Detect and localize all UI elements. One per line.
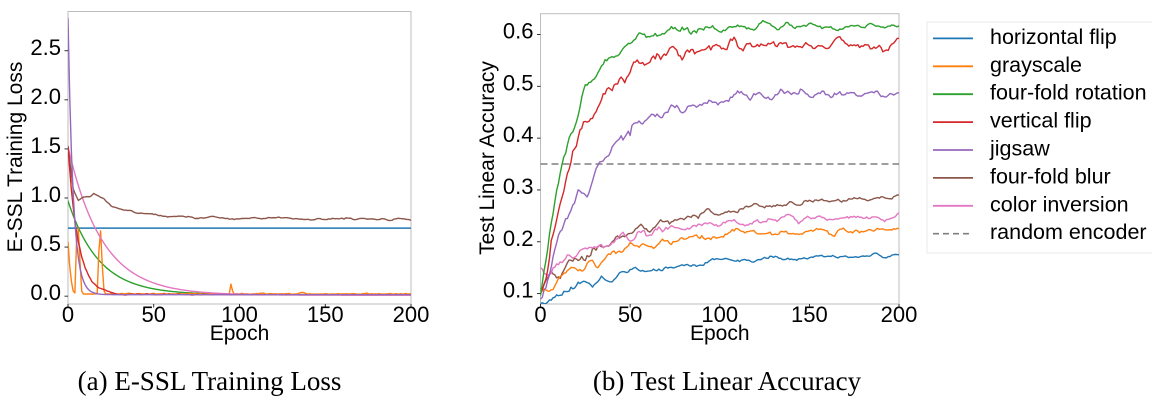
svg-text:0: 0: [534, 302, 546, 327]
svg-text:E-SSL Training Loss: E-SSL Training Loss: [4, 62, 27, 253]
svg-text:grayscale: grayscale: [990, 53, 1082, 77]
svg-text:Epoch: Epoch: [210, 322, 270, 345]
svg-text:0.2: 0.2: [503, 226, 534, 251]
svg-text:color inversion: color inversion: [990, 192, 1129, 216]
svg-text:horizontal flip: horizontal flip: [990, 25, 1117, 49]
svg-text:0.1: 0.1: [503, 278, 534, 303]
svg-text:0.4: 0.4: [503, 122, 534, 147]
svg-text:four-fold blur: four-fold blur: [990, 164, 1111, 188]
svg-text:200: 200: [393, 302, 430, 327]
svg-text:jigsaw: jigsaw: [989, 137, 1050, 161]
svg-text:0.0: 0.0: [30, 280, 61, 305]
svg-text:random encoder: random encoder: [990, 220, 1147, 244]
svg-text:200: 200: [881, 302, 918, 327]
svg-text:Test Linear Accuracy: Test Linear Accuracy: [476, 61, 499, 255]
svg-text:50: 50: [618, 302, 642, 327]
svg-text:1.0: 1.0: [30, 182, 61, 207]
svg-text:0.3: 0.3: [503, 174, 534, 199]
svg-text:0.6: 0.6: [503, 18, 534, 43]
svg-text:1.5: 1.5: [30, 133, 61, 158]
svg-text:vertical flip: vertical flip: [990, 109, 1092, 133]
svg-text:150: 150: [791, 302, 828, 327]
svg-text:0.5: 0.5: [503, 70, 534, 95]
svg-text:Epoch: Epoch: [690, 322, 750, 345]
svg-text:2.5: 2.5: [30, 35, 61, 60]
svg-text:four-fold rotation: four-fold rotation: [990, 81, 1147, 105]
svg-text:2.0: 2.0: [30, 84, 61, 109]
svg-text:0.5: 0.5: [30, 231, 61, 256]
svg-text:150: 150: [307, 302, 344, 327]
svg-text:0: 0: [62, 302, 74, 327]
svg-text:50: 50: [142, 302, 166, 327]
